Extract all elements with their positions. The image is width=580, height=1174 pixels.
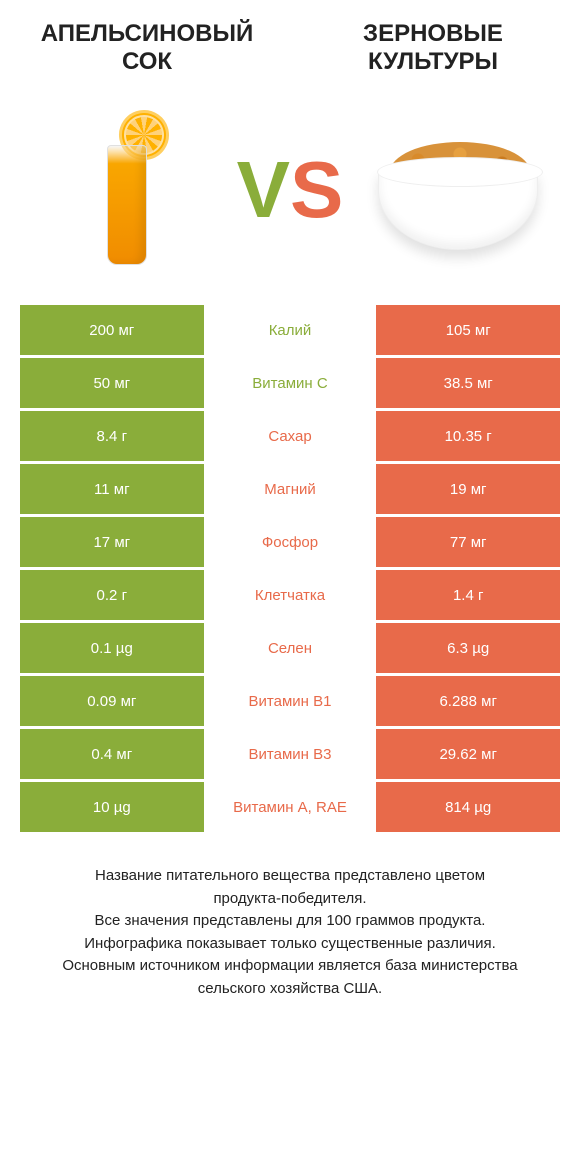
cell-nutrient: Витамин B3 [204, 729, 377, 779]
cell-nutrient: Селен [204, 623, 377, 673]
vs-label: VS [237, 150, 344, 230]
table-row: 0.2 гКлетчатка1.4 г [20, 570, 560, 620]
cell-nutrient: Магний [204, 464, 377, 514]
vs-v: V [237, 150, 290, 230]
footer-line: сельского хозяйства США. [198, 980, 382, 997]
table-row: 10 µgВитамин A, RAE814 µg [20, 782, 560, 832]
table-row: 17 мгФосфор77 мг [20, 517, 560, 567]
header: АПЕЛЬСИНОВЫЙ СОК ЗЕРНОВЫЕ КУЛЬТУРЫ [0, 0, 580, 85]
cell-right: 19 мг [376, 464, 560, 514]
footer-line: Название питательного вещества представл… [95, 867, 485, 884]
title-right: ЗЕРНОВЫЕ КУЛЬТУРЫ [316, 20, 550, 75]
title-left: АПЕЛЬСИНОВЫЙ СОК [30, 20, 264, 75]
cell-left: 200 мг [20, 305, 204, 355]
cell-nutrient: Калий [204, 305, 377, 355]
footer-line: Инфографика показывает только существенн… [84, 935, 496, 952]
images-row: VS [0, 85, 580, 305]
title-left-line2: СОК [122, 48, 172, 75]
cell-nutrient: Фосфор [204, 517, 377, 567]
cell-right: 1.4 г [376, 570, 560, 620]
table-row: 0.09 мгВитамин B16.288 мг [20, 676, 560, 726]
cell-right: 6.288 мг [376, 676, 560, 726]
footer-line: продукта-победителя. [213, 890, 366, 907]
cereal-bowl-icon [368, 120, 538, 260]
cell-left: 0.4 мг [20, 729, 204, 779]
cell-nutrient: Сахар [204, 411, 377, 461]
table-row: 0.1 µgСелен6.3 µg [20, 623, 560, 673]
cell-nutrient: Клетчатка [204, 570, 377, 620]
cell-left: 50 мг [20, 358, 204, 408]
cell-right: 38.5 мг [376, 358, 560, 408]
image-left [42, 105, 212, 275]
cell-nutrient: Витамин C [204, 358, 377, 408]
cell-right: 6.3 µg [376, 623, 560, 673]
footer-line: Основным источником информации является … [62, 957, 517, 974]
cell-left: 8.4 г [20, 411, 204, 461]
table-row: 11 мгМагний19 мг [20, 464, 560, 514]
vs-s: S [290, 150, 343, 230]
image-right [368, 105, 538, 275]
cell-left: 0.1 µg [20, 623, 204, 673]
cell-left: 10 µg [20, 782, 204, 832]
cell-right: 814 µg [376, 782, 560, 832]
table-row: 0.4 мгВитамин B329.62 мг [20, 729, 560, 779]
footer-line: Все значения представлены для 100 граммо… [95, 912, 486, 929]
title-right-line2: КУЛЬТУРЫ [368, 48, 498, 75]
title-left-line1: АПЕЛЬСИНОВЫЙ [41, 20, 253, 47]
cell-left: 17 мг [20, 517, 204, 567]
table-row: 8.4 гСахар10.35 г [20, 411, 560, 461]
comparison-table: 200 мгКалий105 мг50 мгВитамин C38.5 мг8.… [0, 305, 580, 832]
cell-nutrient: Витамин A, RAE [204, 782, 377, 832]
cell-nutrient: Витамин B1 [204, 676, 377, 726]
cell-left: 0.09 мг [20, 676, 204, 726]
table-row: 50 мгВитамин C38.5 мг [20, 358, 560, 408]
orange-juice-icon [97, 115, 157, 265]
footer-notes: Название питательного вещества представл… [0, 835, 580, 1000]
cell-right: 10.35 г [376, 411, 560, 461]
cell-left: 11 мг [20, 464, 204, 514]
cell-right: 77 мг [376, 517, 560, 567]
cell-right: 105 мг [376, 305, 560, 355]
cell-right: 29.62 мг [376, 729, 560, 779]
title-right-line1: ЗЕРНОВЫЕ [363, 20, 503, 47]
table-row: 200 мгКалий105 мг [20, 305, 560, 355]
cell-left: 0.2 г [20, 570, 204, 620]
